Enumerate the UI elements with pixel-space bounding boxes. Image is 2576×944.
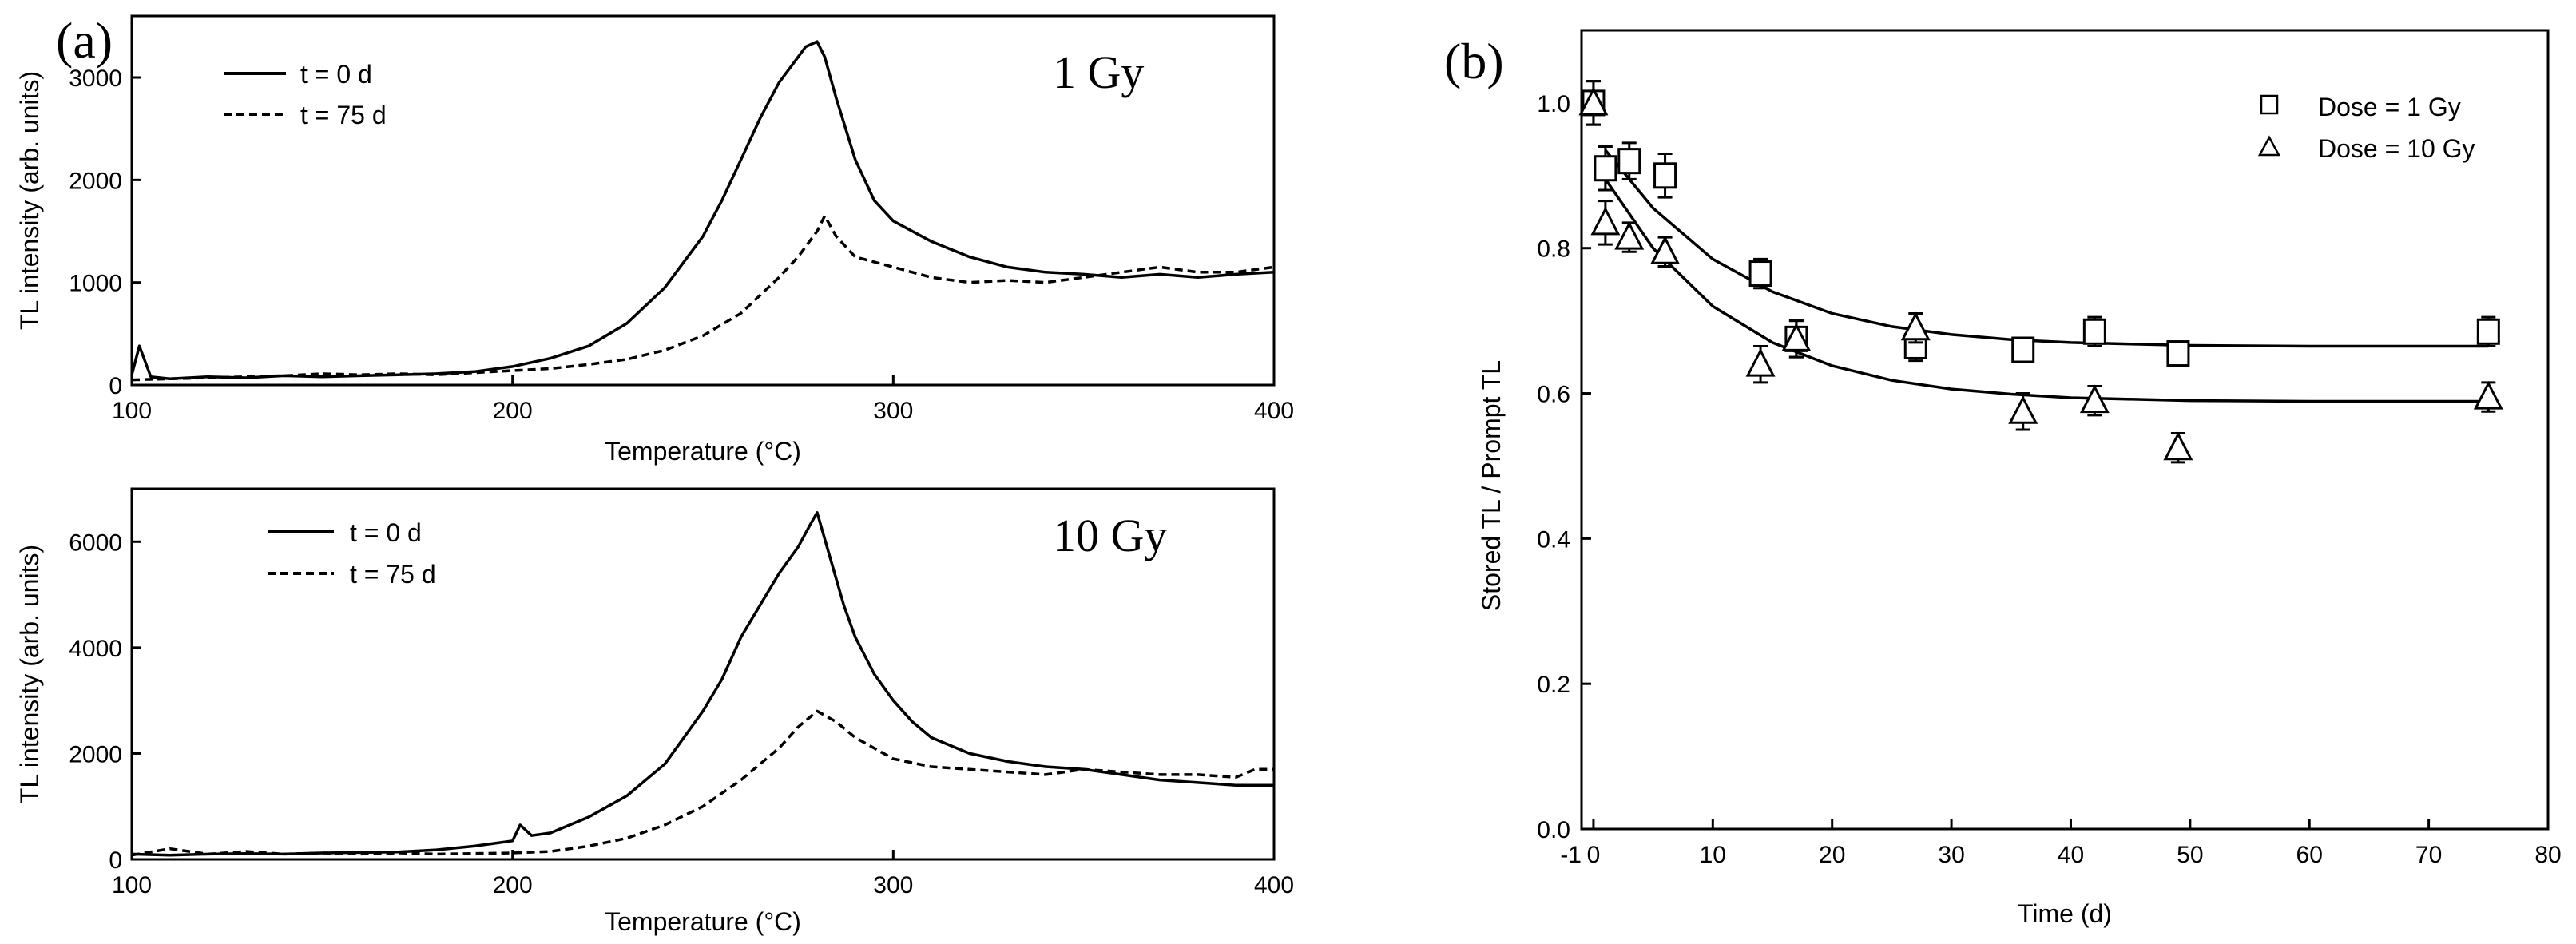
panel-a-bottom-lines [131,511,1274,857]
data-point-square [1748,260,1772,288]
data-point-triangle [2079,384,2110,414]
y-axis-label-bottom: TL intensity (arb. units) [15,545,44,803]
x-tick-label-b-2: 10 [1700,842,1726,868]
annotation-10gy: 10 Gy [1053,510,1167,561]
y-tick-label-b-4: 0.8 [1537,236,1570,263]
panel-b-fit-curves [1604,149,2489,403]
legend-square-marker [2260,94,2279,115]
data-point-triangle [2163,431,2193,461]
x-tick-label-b-7: 60 [2296,842,2323,868]
x-tick-label-top-3: 400 [1254,398,1294,424]
panel-b-points [1578,80,2503,464]
x-tick-label-b-5: 40 [2058,842,2084,868]
data-point-triangle [1900,311,1931,341]
legend-solid-label-bottom: t = 0 d [350,518,422,547]
panel-label-b: (b) [1444,33,1504,89]
data-point-square [1653,162,1677,189]
data-point-square [2166,340,2190,367]
y-tick-label-top-1: 1000 [69,271,122,297]
panel-b-frame [1580,29,2550,831]
x-tick-label-b-1: 0 [1587,842,1601,868]
annotation-1gy: 1 Gy [1053,46,1144,98]
y-tick-label-top-2: 2000 [69,168,122,194]
x-tick-label-bottom-3: 400 [1254,872,1294,898]
y-tick-label-bottom-0: 0 [109,847,122,874]
data-point-square [1594,155,1617,182]
series-line-top-dashed [131,214,1275,382]
y-tick-label-top-0: 0 [109,373,122,399]
x-tick-label-b-3: 20 [1819,842,1845,868]
y-axis-label-top: TL intensity (arb. units) [15,71,44,330]
y-axis-label-b: Stored TL / Prompt TL [1477,360,1506,611]
x-tick-label-bottom-2: 300 [873,872,913,898]
data-point-square [2476,318,2500,345]
data-point-square [1617,148,1641,175]
data-point-triangle [1781,323,1812,351]
panel-b: -1 0 10 20 30 40 50 60 70 80 0.0 0.2 0.4 0.6 0.8 1.0 (b… [1444,29,2562,928]
legend-dashed-label-bottom: t = 75 d [350,560,436,589]
data-point-triangle [1650,236,1681,264]
panel-a-top: 100 200 300 400 0 1000 2000 3000 (a) 1 Gy t = 0… [15,12,1294,466]
data-point-triangle [1745,347,1776,377]
data-point-triangle [1590,206,1621,236]
data-point-triangle [1578,86,1609,116]
panel-a-top-frame [130,14,1276,387]
y-tick-label-bottom-3: 6000 [69,530,122,556]
data-point-triangle [1614,220,1645,250]
y-tick-label-b-2: 0.4 [1537,526,1570,553]
data-point-triangle [2473,380,2503,410]
panel-b-ticks: -1 0 10 20 30 40 50 60 70 80 0.0 0.2 0.4 0.6 0.8 1.0 [1537,91,2561,868]
panel-a-top-lines [130,40,1275,382]
fit-curve-square [1604,149,2489,348]
y-tick-label-b-1: 0.2 [1537,672,1570,698]
y-tick-label-bottom-1: 2000 [69,741,122,767]
panel-a-bottom-frame [130,487,1276,861]
legend-dashed-label-top: t = 75 d [300,101,387,129]
x-tick-label-bottom-0: 100 [112,872,152,898]
x-tick-label-b-9: 80 [2534,842,2561,868]
series-line-bottom-solid [131,511,1274,857]
panel-label-a: (a) [56,12,113,69]
x-tick-label-b-4: 30 [1938,842,1964,868]
legend-solid-label-top: t = 0 d [300,60,372,89]
legend-square-label: Dose = 1 Gy [2318,93,2461,121]
x-tick-label-b-6: 50 [2177,842,2203,868]
x-axis-label-bottom: Temperature (°C) [605,907,801,936]
x-axis-label-b: Time (d) [2018,899,2112,928]
data-point-square [2011,336,2035,363]
fit-curve-triangle [1604,178,2489,403]
legend-triangle-marker [2257,135,2281,157]
y-tick-label-bottom-2: 4000 [69,636,122,662]
y-tick-label-b-3: 0.6 [1537,382,1570,408]
series-line-top-solid [130,40,1275,381]
data-point-triangle [2008,395,2038,424]
x-tick-label-b-8: 70 [2415,842,2442,868]
x-axis-label-top: Temperature (°C) [605,437,801,466]
x-tick-label-b-0: -1 [1560,842,1582,868]
y-tick-label-top-3: 3000 [69,65,122,92]
legend-triangle-label: Dose = 10 Gy [2318,134,2475,163]
data-point-square [2082,318,2106,345]
x-tick-label-top-0: 100 [112,398,152,424]
panel-a-top-ticks: 100 200 300 400 0 1000 2000 3000 [69,65,1294,424]
series-line-bottom-dashed [131,709,1274,857]
x-tick-label-top-2: 300 [873,398,913,424]
x-tick-label-top-1: 200 [493,398,533,424]
x-tick-label-bottom-1: 200 [493,872,533,898]
y-tick-label-b-5: 1.0 [1537,91,1570,117]
y-tick-label-b-0: 0.0 [1537,817,1570,843]
